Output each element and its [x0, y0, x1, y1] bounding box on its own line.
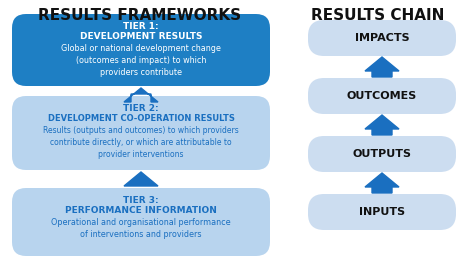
- Text: Global or national development change
(outcomes and impact) to which
providers c: Global or national development change (o…: [61, 44, 221, 77]
- FancyBboxPatch shape: [12, 96, 270, 170]
- Text: RESULTS FRAMEWORKS: RESULTS FRAMEWORKS: [38, 8, 242, 23]
- Text: IMPACTS: IMPACTS: [355, 33, 410, 43]
- Text: INPUTS: INPUTS: [359, 207, 405, 217]
- Text: OUTCOMES: OUTCOMES: [347, 91, 417, 101]
- Polygon shape: [365, 57, 399, 77]
- Text: Results (outputs and outcomes) to which providers
contribute directly, or which : Results (outputs and outcomes) to which …: [43, 126, 239, 159]
- Text: TIER 1:: TIER 1:: [123, 22, 159, 31]
- Text: OUTPUTS: OUTPUTS: [353, 149, 411, 159]
- FancyBboxPatch shape: [12, 14, 270, 86]
- Text: TIER 3:: TIER 3:: [123, 196, 159, 205]
- Polygon shape: [124, 88, 158, 102]
- FancyBboxPatch shape: [308, 194, 456, 230]
- Polygon shape: [365, 115, 399, 135]
- Polygon shape: [124, 172, 158, 186]
- FancyBboxPatch shape: [308, 20, 456, 56]
- Text: DEVELOPMENT RESULTS: DEVELOPMENT RESULTS: [80, 32, 202, 41]
- FancyBboxPatch shape: [308, 78, 456, 114]
- Text: TIER 2:: TIER 2:: [123, 104, 159, 113]
- Text: RESULTS CHAIN: RESULTS CHAIN: [311, 8, 445, 23]
- Text: Operational and organisational performance
of interventions and providers: Operational and organisational performan…: [51, 218, 231, 239]
- Text: PERFORMANCE INFORMATION: PERFORMANCE INFORMATION: [65, 206, 217, 215]
- FancyBboxPatch shape: [308, 136, 456, 172]
- Text: DEVELOPMENT CO-OPERATION RESULTS: DEVELOPMENT CO-OPERATION RESULTS: [47, 114, 235, 123]
- FancyBboxPatch shape: [12, 188, 270, 256]
- Polygon shape: [365, 173, 399, 193]
